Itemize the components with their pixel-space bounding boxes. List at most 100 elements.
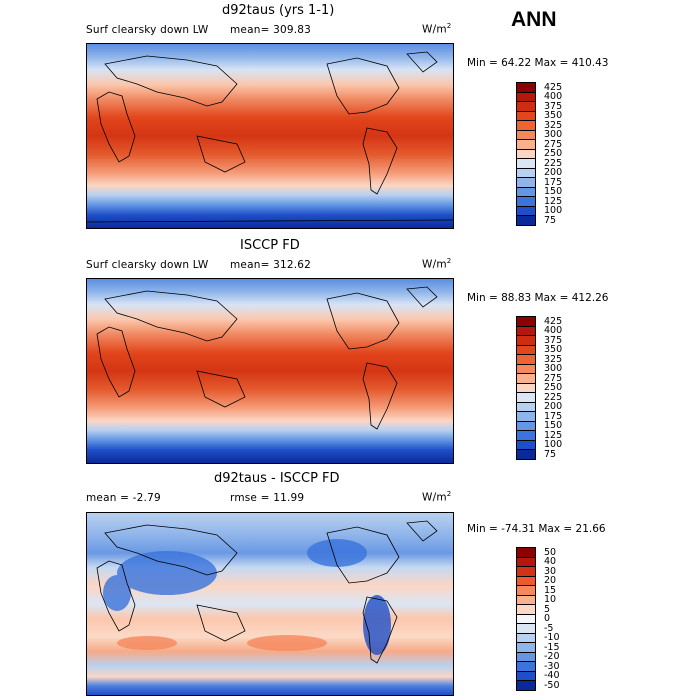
colorbar-level-label: 15 — [544, 584, 557, 596]
panel-3-map-svg — [87, 513, 453, 695]
colorbar-level-label: 325 — [544, 119, 563, 131]
panel-2-mean-value: 312.62 — [273, 259, 312, 271]
panel-2-minmax: Min = 88.83 Max = 412.26 — [467, 292, 608, 304]
panel-3-unit-text: W/m — [422, 491, 447, 504]
colorbar-level-label: 125 — [544, 195, 563, 207]
panel-1-map — [86, 43, 454, 229]
colorbar-level-label: 225 — [544, 391, 563, 403]
colorbar-level-label: 325 — [544, 353, 563, 365]
colorbar-swatch — [516, 215, 536, 226]
panel-2-min-value: 88.83 — [501, 292, 532, 304]
colorbar-level-label: 400 — [544, 325, 563, 336]
panel-3-anomaly-patches — [103, 539, 391, 655]
panel-1-max-label: Max = — [534, 57, 569, 69]
colorbar-level-label: 275 — [544, 372, 563, 384]
colorbar-level-label: 125 — [544, 429, 563, 441]
colorbar-level-label: 100 — [544, 205, 563, 216]
panel-3-mean: mean = -2.79 — [86, 492, 161, 504]
panel-1-map-svg — [87, 44, 453, 228]
colorbar-level-label: 225 — [544, 157, 563, 169]
panel-2-coastlines — [96, 286, 438, 430]
panel-2-mean-label: mean= — [230, 259, 270, 271]
panel-3-rmse: rmse = 11.99 — [230, 492, 304, 504]
panel-1-min-label: Min = — [467, 57, 498, 69]
panel-2-title: ISCCP FD — [240, 238, 300, 253]
colorbar-level-label: 150 — [544, 420, 563, 431]
colorbar-level-label: 300 — [544, 363, 563, 374]
panel-1-minmax: Min = 64.22 Max = 410.43 — [467, 57, 608, 69]
panel-1-colorbar: 425 400 375 350 325 300 275 250 225 200 175 150 125 1… — [516, 82, 576, 226]
panel-2-unit-text: W/m — [422, 258, 447, 271]
panel-3-coastlines — [96, 520, 438, 664]
panel-3-rmse-label: rmse = — [230, 492, 270, 504]
panel-1-min-value: 64.22 — [501, 57, 532, 69]
panel-3-units: W/m2 — [422, 490, 451, 504]
colorbar-level-label: 350 — [544, 110, 563, 121]
colorbar-level-label: 75 — [544, 214, 557, 226]
colorbar-level-label: 40 — [544, 556, 557, 567]
colorbar-level-label: -30 — [544, 660, 560, 672]
colorbar-level-label: 275 — [544, 138, 563, 150]
colorbar-swatch — [516, 449, 536, 460]
colorbar-level-label: 250 — [544, 148, 563, 159]
panel-2-map — [86, 278, 454, 464]
panel-1-units: W/m2 — [422, 22, 451, 36]
colorbar-level-label: 30 — [544, 565, 557, 577]
colorbar-level-label: 425 — [544, 315, 563, 327]
panel-1-mean: mean= 309.83 — [230, 24, 311, 36]
colorbar-level-label: -40 — [544, 670, 560, 681]
panel-3-min-value: -74.31 — [501, 523, 535, 535]
colorbar-level-label: -10 — [544, 632, 560, 643]
colorbar-level-label: 150 — [544, 186, 563, 197]
panel-1-mean-value: 309.83 — [273, 24, 312, 36]
panel-1-variable-label: Surf clearsky down LW — [86, 24, 209, 36]
panel-2-colorbar: 425 400 375 350 325 300 275 250 225 200 175 150 125 1… — [516, 316, 576, 460]
colorbar-level-label: 375 — [544, 334, 563, 346]
colorbar-level-label: 10 — [544, 594, 557, 605]
panel-3-mean-label: mean = — [86, 492, 130, 504]
panel-2-max-label: Max = — [534, 292, 569, 304]
colorbar-level-label: -50 — [544, 679, 560, 691]
panel-2-map-svg — [87, 279, 453, 463]
panel-2-unit-exp: 2 — [446, 257, 452, 265]
panel-3-max-value: 21.66 — [575, 523, 606, 535]
panel-3-min-label: Min = — [467, 523, 498, 535]
colorbar-level-label: 75 — [544, 448, 557, 460]
panel-2-mean: mean= 312.62 — [230, 259, 311, 271]
colorbar-level-label: 175 — [544, 176, 563, 188]
panel-3-unit-exp: 2 — [446, 490, 452, 498]
panel-3-colorbar: 50 40 30 20 15 10 5 0 -5 -10 -15 -20 -30 -40 -50 — [516, 547, 576, 691]
colorbar-swatch — [516, 680, 536, 691]
colorbar-level-label: 50 — [544, 546, 557, 558]
colorbar-level-label: 5 — [544, 603, 551, 615]
colorbar-level-label: 250 — [544, 382, 563, 393]
panel-1-max-value: 410.43 — [571, 57, 609, 69]
panel-1-mean-label: mean= — [230, 24, 270, 36]
panel-3-mean-value: -2.79 — [132, 492, 161, 504]
panel-1-unit-text: W/m — [422, 23, 447, 36]
colorbar-level-label: -15 — [544, 641, 560, 653]
colorbar-level-label: 0 — [544, 613, 551, 624]
panel-3-rmse-value: 11.99 — [273, 492, 305, 504]
panel-2-max-value: 412.26 — [571, 292, 609, 304]
panel-3-minmax: Min = -74.31 Max = 21.66 — [467, 523, 606, 535]
panel-1-title: d92taus (yrs 1-1) — [222, 3, 335, 18]
colorbar-level-label: -5 — [544, 622, 554, 634]
colorbar-level-label: 300 — [544, 129, 563, 140]
colorbar-level-label: 425 — [544, 81, 563, 93]
colorbar-level-label: 20 — [544, 575, 557, 586]
colorbar-level-label: 400 — [544, 91, 563, 102]
colorbar-level-label: 100 — [544, 439, 563, 450]
colorbar-level-label: 175 — [544, 410, 563, 422]
colorbar-level-label: 375 — [544, 100, 563, 112]
panel-3-title: d92taus - ISCCP FD — [214, 471, 340, 486]
colorbar-level-label: -20 — [544, 651, 560, 662]
season-label: ANN — [511, 8, 557, 31]
panel-1-coastlines — [87, 51, 453, 223]
panel-3-max-label: Max = — [538, 523, 573, 535]
panel-2-units: W/m2 — [422, 257, 451, 271]
colorbar-level-label: 200 — [544, 167, 563, 178]
panel-3-map — [86, 512, 454, 696]
panel-1-unit-exp: 2 — [446, 22, 452, 30]
colorbar-level-label: 200 — [544, 401, 563, 412]
